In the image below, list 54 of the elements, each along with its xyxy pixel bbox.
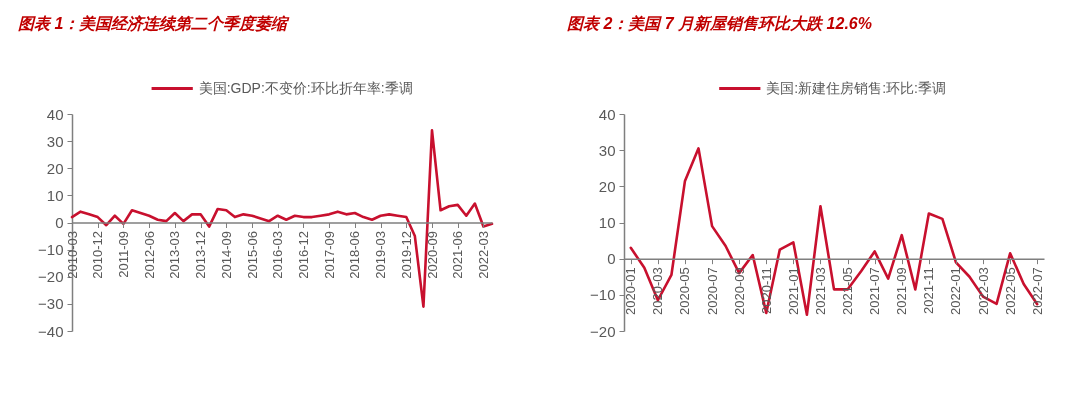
x-tick-label: 2013-03 [167, 231, 183, 279]
x-tick-label: 2019-03 [373, 231, 389, 279]
legend-label: 美国:新建住房销售:环比:季调 [766, 79, 946, 96]
x-tick-label: 2021-01 [785, 267, 801, 315]
line-series [70, 128, 494, 308]
y-tick-label: 20 [598, 177, 616, 195]
x-tick-label: 2010-12 [90, 231, 106, 279]
x-tick-label: 2015-06 [244, 231, 260, 279]
x-tick-label: 2020-11 [758, 267, 774, 314]
y-tick-label: −30 [38, 295, 64, 313]
chart-title: 图表 2：美国 7 月新屋销售环比大跌 12.6% [567, 14, 872, 32]
y-tick-label: 10 [46, 186, 64, 204]
x-tick-label: 2016-03 [270, 231, 286, 279]
x-tick-label: 2022-03 [475, 231, 491, 279]
y-tick-label: −10 [590, 286, 616, 304]
y-tick-label: −20 [590, 322, 616, 340]
y-tick-label: −10 [38, 241, 64, 259]
y-tick-label: 0 [607, 250, 616, 268]
x-tick-label: 2020-09 [731, 267, 747, 315]
y-tick-label: 20 [46, 159, 64, 177]
x-tick-label: 2022-07 [1029, 267, 1045, 315]
x-tick-label: 2020-03 [650, 267, 666, 315]
y-tick-label: 10 [598, 214, 616, 231]
x-tick-label: 2021-11 [921, 267, 937, 314]
x-tick-label: 2014-09 [218, 231, 234, 279]
y-tick-label: 0 [55, 214, 64, 231]
y-tick-label: 30 [46, 132, 64, 150]
x-tick-label: 2011-09 [115, 231, 131, 278]
x-tick-label: 2021-05 [840, 267, 856, 315]
x-tick-label: 2020-07 [704, 267, 720, 315]
x-tick-label: 2013-12 [193, 231, 209, 279]
x-tick-label: 2019-12 [398, 231, 414, 279]
x-tick-label: 2020-05 [677, 267, 693, 315]
y-tick-label: 40 [46, 105, 64, 123]
x-tick-label: 2010-03 [64, 231, 80, 279]
chart-title: 图表 1：美国经济连续第二个季度萎缩 [18, 14, 291, 32]
x-tick-label: 2018-06 [347, 231, 363, 279]
x-tick-label: 2022-05 [1002, 267, 1018, 315]
y-tick-label: 40 [598, 105, 616, 123]
x-tick-label: 2021-07 [867, 267, 883, 315]
x-tick-label: 2020-01 [623, 267, 639, 315]
x-tick-label: 2020-09 [424, 231, 440, 279]
x-tick-label: 2021-03 [812, 267, 828, 315]
x-tick-label: 2017-09 [321, 231, 337, 279]
x-tick-label: 2022-01 [948, 267, 964, 315]
x-tick-label: 2022-03 [975, 267, 991, 315]
y-tick-label: −40 [38, 322, 64, 340]
y-tick-label: 30 [598, 141, 616, 159]
x-tick-label: 2012-06 [141, 231, 157, 279]
x-tick-label: 2021-09 [894, 267, 910, 315]
x-tick-label: 2016-12 [295, 231, 311, 279]
legend-label: 美国:GDP:不变价:环比折年率:季调 [198, 79, 413, 96]
y-tick-label: −20 [38, 268, 64, 286]
x-tick-label: 2021-06 [450, 231, 466, 279]
